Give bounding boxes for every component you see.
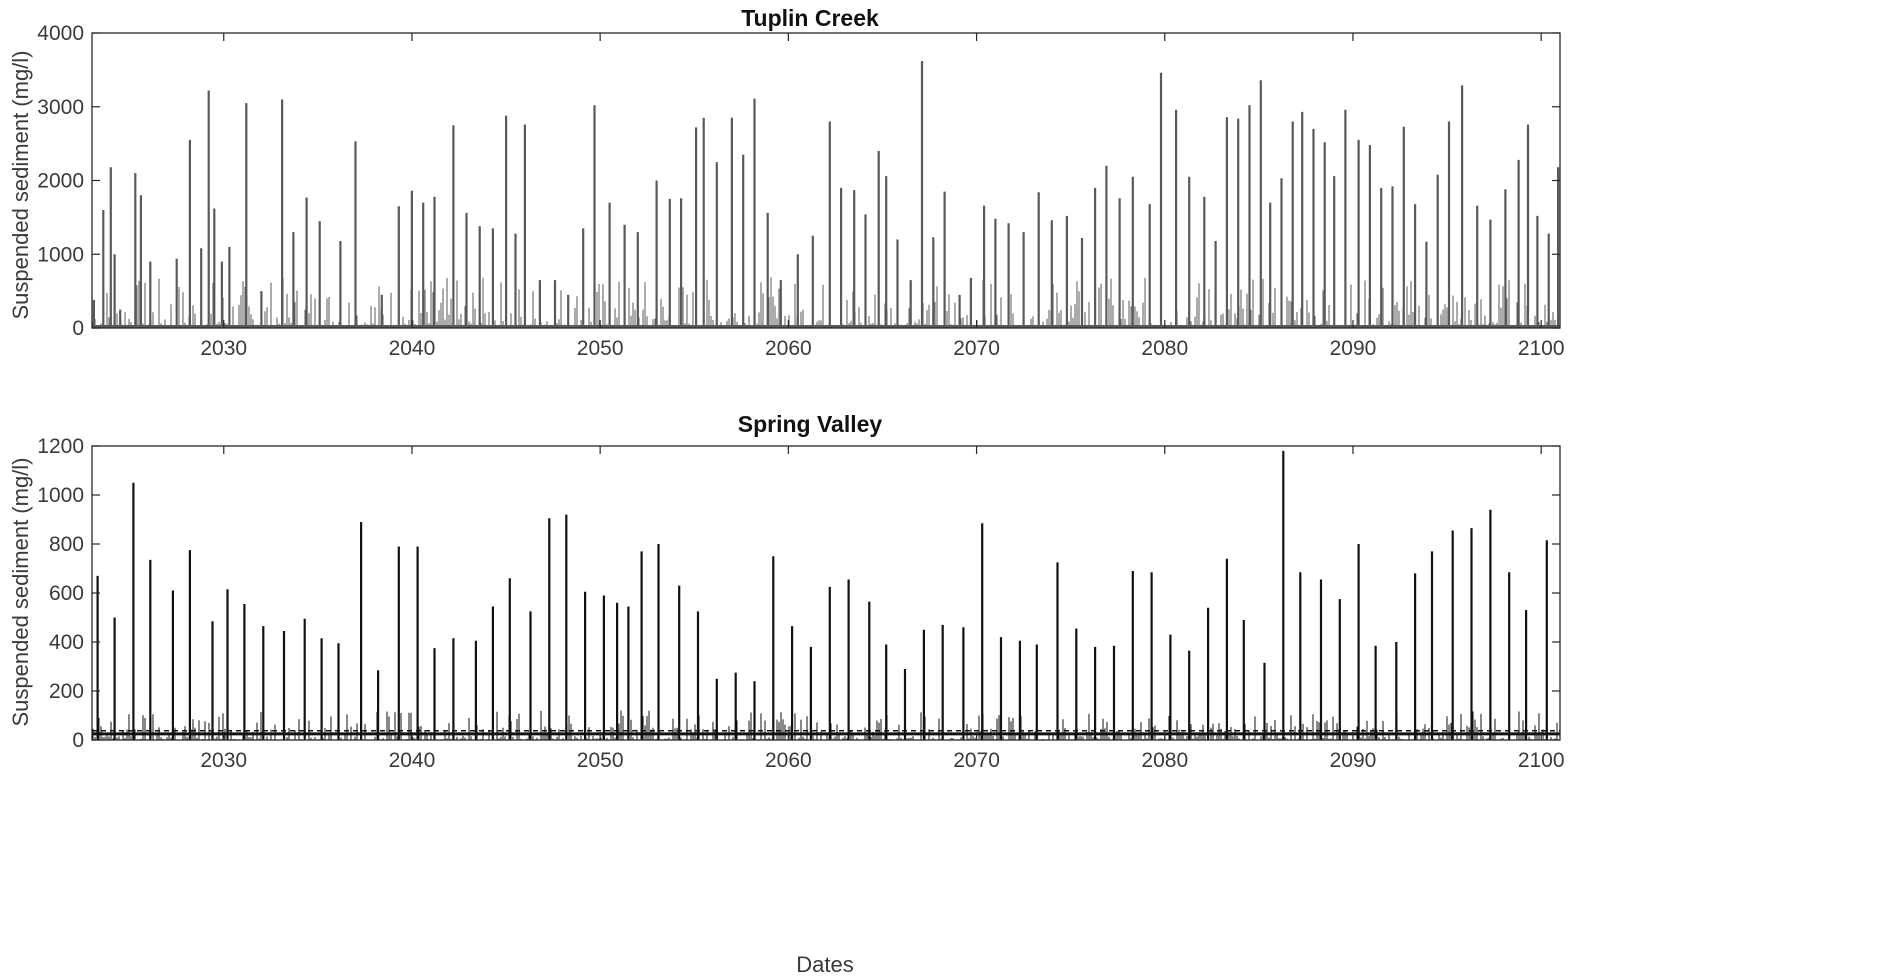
plot-area: 0 1000 2000 3000 4000 2030 2040 2050 2060 2070 208…	[37, 22, 1564, 360]
panel-tuplin-creek: Tuplin Creek Suspended sediment (mg/l) 0…	[8, 5, 1565, 360]
axes-frame	[91, 32, 1561, 329]
x-tick-label: 2030	[200, 749, 247, 772]
y-tick-label: 0	[72, 729, 84, 752]
x-tick-label: 2100	[1518, 749, 1565, 772]
y-tick-label: 2000	[37, 170, 84, 193]
plot-area: 0 200 400 600 800 1000 1200 2030 2040 2050 2060 207…	[37, 435, 1564, 772]
y-tick-label: 1000	[37, 243, 84, 266]
x-axis-label: Dates	[796, 952, 853, 977]
y-tick-label: 0	[72, 317, 84, 340]
x-tick-label: 2090	[1330, 337, 1377, 360]
x-tick-label: 2100	[1518, 337, 1565, 360]
background-signal	[92, 276, 1558, 328]
y-tick-label: 600	[49, 582, 84, 605]
y-axis-label: Suspended sediment (mg/l)	[8, 457, 33, 726]
x-tick-label: 2070	[953, 337, 1000, 360]
x-tick-label: 2090	[1330, 749, 1377, 772]
x-tick-label: 2060	[765, 749, 812, 772]
x-tick-label: 2050	[577, 337, 624, 360]
x-tick-label: 2040	[389, 749, 436, 772]
panel-title: Tuplin Creek	[741, 5, 879, 31]
panel-spring-valley: Spring Valley Suspended sediment (mg/l) …	[8, 411, 1565, 977]
y-tick-label: 800	[49, 533, 84, 556]
y-tick-label: 1200	[37, 435, 84, 458]
y-tick-label: 3000	[37, 96, 84, 119]
x-tick-label: 2040	[389, 337, 436, 360]
x-tick-label: 2080	[1141, 749, 1188, 772]
y-tick-label: 4000	[37, 22, 84, 45]
y-axis-label: Suspended sediment (mg/l)	[8, 50, 33, 319]
x-tick-label: 2070	[953, 749, 1000, 772]
x-tick-label: 2050	[577, 749, 624, 772]
y-tick-label: 1000	[37, 484, 84, 507]
x-tick-label: 2030	[200, 337, 247, 360]
y-tick-label: 200	[49, 680, 84, 703]
x-tick-label: 2080	[1141, 337, 1188, 360]
y-tick-label: 400	[49, 631, 84, 654]
x-tick-label: 2060	[765, 337, 812, 360]
background-signal	[92, 710, 1558, 740]
panel-title: Spring Valley	[738, 411, 883, 437]
